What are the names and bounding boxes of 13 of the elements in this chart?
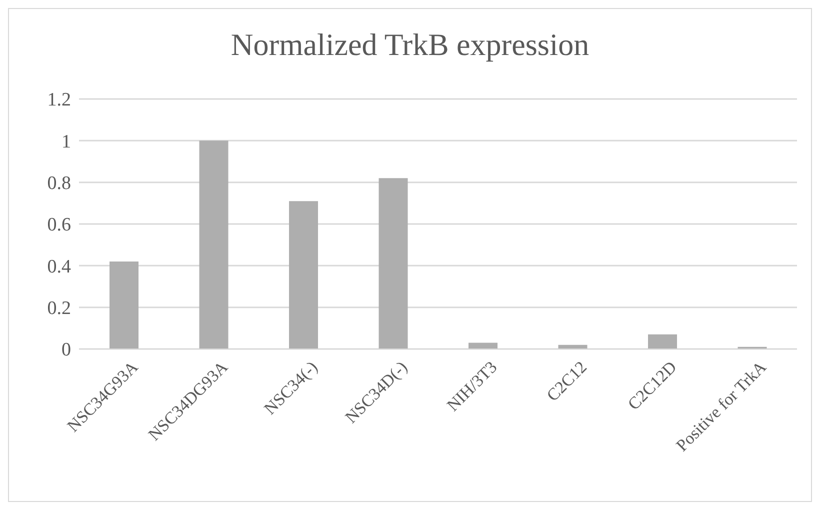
y-tick-label: 0 [62,340,71,361]
bar [199,140,228,349]
chart-title: Normalized TrkB expression [230,27,590,63]
y-tick-label: 1 [62,131,71,152]
bar [648,334,678,349]
y-tick-label: 1.2 [47,90,71,111]
y-tick-label: 0.4 [47,256,72,278]
y-tick-label: 0.8 [47,173,71,194]
bar [289,201,318,349]
bar [378,178,408,349]
y-tick-label: 0.6 [47,214,71,236]
y-tick-label: 0.2 [47,298,71,320]
bar [110,262,139,349]
